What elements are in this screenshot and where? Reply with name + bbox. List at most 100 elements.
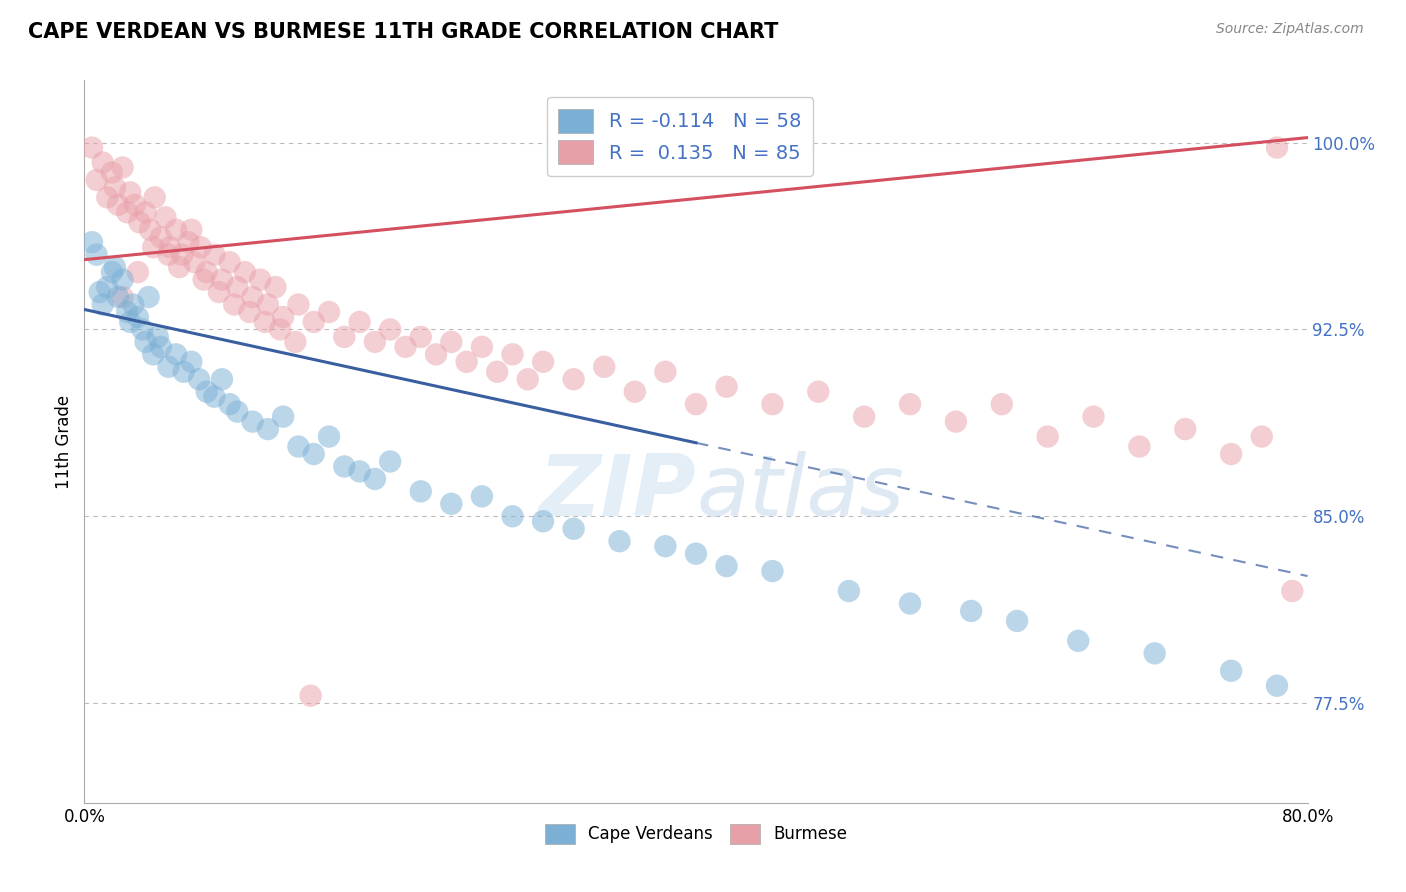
Point bbox=[531, 514, 554, 528]
Point bbox=[127, 310, 149, 324]
Point bbox=[333, 330, 356, 344]
Point bbox=[157, 359, 180, 374]
Point bbox=[761, 564, 783, 578]
Point bbox=[124, 198, 146, 212]
Point bbox=[155, 211, 177, 225]
Point bbox=[1250, 429, 1272, 443]
Point bbox=[159, 240, 181, 254]
Point bbox=[111, 272, 134, 286]
Point bbox=[128, 215, 150, 229]
Point bbox=[299, 689, 322, 703]
Point bbox=[218, 397, 240, 411]
Point bbox=[242, 415, 264, 429]
Point bbox=[409, 330, 432, 344]
Point bbox=[104, 260, 127, 274]
Point bbox=[333, 459, 356, 474]
Point bbox=[146, 330, 169, 344]
Point bbox=[80, 235, 103, 250]
Point bbox=[89, 285, 111, 299]
Point bbox=[249, 272, 271, 286]
Point bbox=[593, 359, 616, 374]
Point bbox=[211, 372, 233, 386]
Point bbox=[193, 272, 215, 286]
Point bbox=[685, 547, 707, 561]
Point bbox=[1036, 429, 1059, 443]
Point bbox=[302, 315, 325, 329]
Point bbox=[516, 372, 538, 386]
Point bbox=[502, 509, 524, 524]
Point bbox=[167, 260, 190, 274]
Point bbox=[1174, 422, 1197, 436]
Point bbox=[853, 409, 876, 424]
Text: ZIP: ZIP bbox=[538, 450, 696, 533]
Point bbox=[1220, 664, 1243, 678]
Point bbox=[380, 322, 402, 336]
Point bbox=[284, 334, 307, 349]
Point bbox=[115, 305, 138, 319]
Point bbox=[838, 584, 860, 599]
Text: CAPE VERDEAN VS BURMESE 11TH GRADE CORRELATION CHART: CAPE VERDEAN VS BURMESE 11TH GRADE CORRE… bbox=[28, 22, 779, 42]
Point bbox=[318, 305, 340, 319]
Point bbox=[188, 372, 211, 386]
Point bbox=[233, 265, 256, 279]
Point bbox=[1265, 140, 1288, 154]
Point bbox=[190, 240, 212, 254]
Point bbox=[135, 334, 157, 349]
Point bbox=[271, 310, 294, 324]
Y-axis label: 11th Grade: 11th Grade bbox=[55, 394, 73, 489]
Point bbox=[120, 315, 142, 329]
Point bbox=[111, 290, 134, 304]
Point bbox=[257, 422, 280, 436]
Point bbox=[287, 440, 309, 454]
Point bbox=[127, 265, 149, 279]
Point bbox=[264, 280, 287, 294]
Point bbox=[531, 355, 554, 369]
Text: Source: ZipAtlas.com: Source: ZipAtlas.com bbox=[1216, 22, 1364, 37]
Point bbox=[257, 297, 280, 311]
Point bbox=[202, 390, 225, 404]
Point bbox=[562, 522, 585, 536]
Point bbox=[364, 334, 387, 349]
Point bbox=[562, 372, 585, 386]
Point bbox=[104, 180, 127, 194]
Point bbox=[142, 240, 165, 254]
Point bbox=[945, 415, 967, 429]
Point bbox=[122, 297, 145, 311]
Point bbox=[807, 384, 830, 399]
Text: atlas: atlas bbox=[696, 450, 904, 533]
Point bbox=[302, 447, 325, 461]
Point bbox=[135, 205, 157, 219]
Point bbox=[502, 347, 524, 361]
Point bbox=[440, 497, 463, 511]
Point bbox=[180, 223, 202, 237]
Point bbox=[142, 347, 165, 361]
Point bbox=[654, 365, 676, 379]
Point bbox=[115, 205, 138, 219]
Point bbox=[991, 397, 1014, 411]
Point bbox=[409, 484, 432, 499]
Point bbox=[1281, 584, 1303, 599]
Point bbox=[238, 305, 260, 319]
Point bbox=[183, 255, 205, 269]
Point bbox=[101, 265, 124, 279]
Point bbox=[173, 365, 195, 379]
Point bbox=[394, 340, 416, 354]
Point bbox=[761, 397, 783, 411]
Point bbox=[349, 315, 371, 329]
Point bbox=[471, 489, 494, 503]
Point bbox=[120, 186, 142, 200]
Point bbox=[1067, 633, 1090, 648]
Point bbox=[1128, 440, 1150, 454]
Point bbox=[1265, 679, 1288, 693]
Point bbox=[456, 355, 478, 369]
Point bbox=[624, 384, 647, 399]
Point bbox=[226, 404, 249, 418]
Point bbox=[1083, 409, 1105, 424]
Point bbox=[269, 322, 291, 336]
Point bbox=[131, 322, 153, 336]
Point bbox=[287, 297, 309, 311]
Point bbox=[180, 355, 202, 369]
Point bbox=[318, 429, 340, 443]
Point bbox=[960, 604, 983, 618]
Point bbox=[716, 380, 738, 394]
